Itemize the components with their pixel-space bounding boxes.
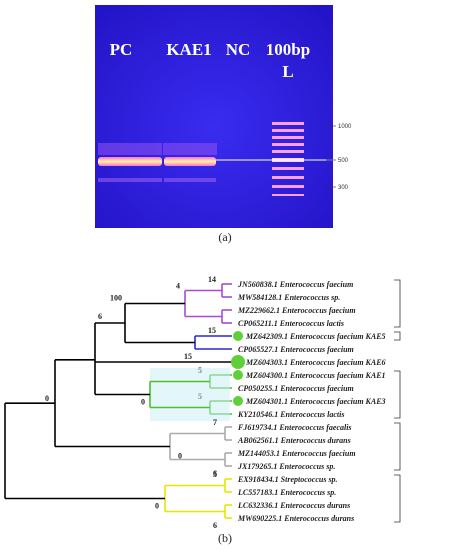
lane-label: 100bp [266, 40, 310, 59]
leaf-label: MZ642309.1 Enterococcus faecium KAE5 [245, 332, 386, 341]
lane-label: PC [110, 40, 133, 59]
strain-dot [233, 370, 243, 380]
leaf-label: MW584128.1 Enterococcus sp. [237, 293, 340, 302]
node-label: 0 [178, 452, 182, 461]
bracket [394, 331, 401, 341]
leaf-label: LC557183.1 Enterococcus sp. [237, 488, 336, 497]
strain-dot [233, 396, 243, 406]
node-label: 4 [176, 282, 180, 291]
leaf-label: EX918434.1 Streptococcus sp. [237, 475, 338, 484]
smear [163, 143, 217, 155]
band [98, 178, 162, 182]
strain-dot [233, 331, 243, 341]
strain-dot [231, 355, 245, 369]
node-label: 7 [213, 418, 217, 427]
leaf-label: CP065211.1 Enterococcus lactis [238, 319, 344, 328]
marker-label: 300 [338, 185, 349, 191]
band [98, 157, 162, 166]
bracket [394, 370, 401, 419]
leaf-label: JN560838.1 Enterococcus faecium [237, 280, 353, 289]
highlight [150, 368, 230, 421]
band [164, 178, 216, 182]
caption: (a) [218, 230, 231, 244]
node-label: 15 [208, 326, 216, 335]
node-label: 15 [184, 352, 192, 361]
node-label: 14 [208, 275, 216, 284]
tree: 141541510055067600560JN560838.1 Enteroco… [4, 275, 401, 530]
gel [95, 5, 333, 228]
caption: (b) [218, 531, 232, 545]
leaf-label: FJ619734.1 Enterococcus faecalis [237, 423, 352, 432]
leaf-label: MW690225.1 Enterococcus durans [237, 514, 354, 523]
lane-label: L [282, 62, 293, 81]
marker-label: 500 [338, 158, 349, 164]
lane-label: KAE1 [166, 40, 211, 59]
node-label: 6 [213, 521, 217, 530]
node-label: 6 [98, 312, 102, 321]
marker-label: 1000 [338, 124, 352, 130]
node-label: 0 [45, 394, 49, 403]
leaf-label: MZ144053.1 Enterococcus faecium [237, 449, 356, 458]
leaf-label: MZ604300.1 Enterococcus faecium KAE1 [245, 371, 386, 380]
node-label: 6 [213, 469, 217, 478]
bracket [394, 422, 401, 471]
node-label: 0 [155, 502, 159, 511]
node-label: 100 [110, 294, 122, 303]
leaf-label: CP050255.1 Enterococcus faecium [238, 384, 354, 393]
bracket [394, 279, 401, 328]
lane-label: NC [226, 40, 251, 59]
band [164, 157, 216, 166]
leaf-label: LC632336.1 Enterococcus durans [237, 501, 350, 510]
leaf-label: AB062561.1 Enterococcus durans [237, 436, 351, 445]
leaf-label: KY210546.1 Enterococcus lactis [237, 410, 344, 419]
leaf-label: MZ604301.1 Enterococcus faecium KAE3 [245, 397, 386, 406]
leaf-label: MZ229662.1 Enterococcus faecium [237, 306, 356, 315]
leaf-label: CP065527.1 Enterococcus faecium [238, 345, 354, 354]
node-label: 5 [213, 470, 217, 479]
bracket [394, 474, 401, 523]
leaf-label: JX179265.1 Enterococcus sp. [237, 462, 335, 471]
gel-image: PC KAE1 NC 100bp L 1000 500 300 [95, 5, 352, 228]
node-label: 0 [141, 398, 145, 407]
leaf-label: MZ604303.1 Enterococcus faecium KAE6 [245, 358, 386, 367]
smear [98, 143, 162, 155]
